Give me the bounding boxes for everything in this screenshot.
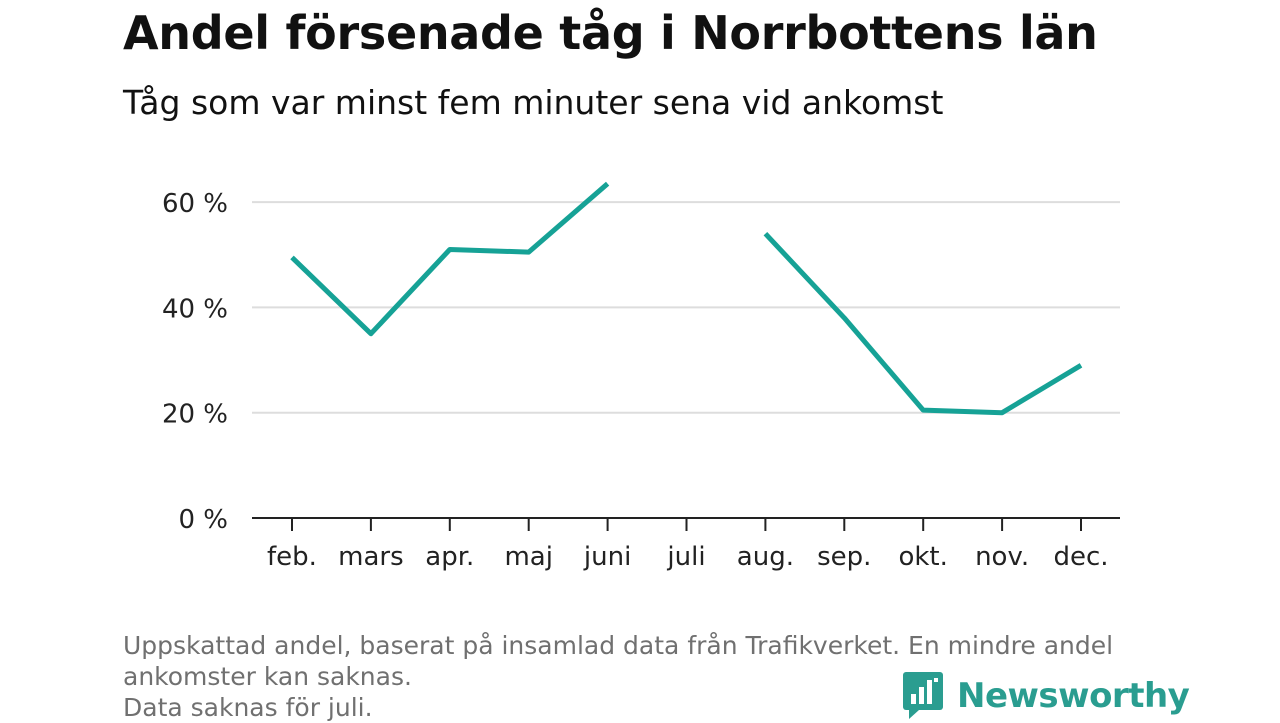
series-line-segment xyxy=(290,181,610,337)
x-tick-label: dec. xyxy=(1053,542,1108,572)
chart-footnote: Uppskattad andel, baserat på insamlad da… xyxy=(123,630,1163,723)
brand-name: Newsworthy xyxy=(957,676,1190,716)
y-tick-label: 20 % xyxy=(162,400,228,430)
x-tick-label: apr. xyxy=(425,542,474,572)
footnote-line-1: Uppskattad andel, baserat på insamlad da… xyxy=(123,631,1114,660)
line-chart: 0 % 20 % 40 % 60 % feb. mars apr. maj juni juli a… xyxy=(162,181,1120,572)
x-tick-label: aug. xyxy=(737,542,794,572)
x-tick-label: nov. xyxy=(975,542,1029,572)
chart-title: Andel försenade tåg i Norrbottens län xyxy=(123,6,1098,60)
x-tick-label: juli xyxy=(666,542,705,572)
footnote-line-2: ankomster kan saknas. xyxy=(123,662,412,691)
x-tick-label: okt. xyxy=(898,542,947,572)
chart-subtitle: Tåg som var minst fem minuter sena vid a… xyxy=(123,83,944,122)
x-tick-label: sep. xyxy=(817,542,871,572)
y-tick-label: 0 % xyxy=(178,505,228,535)
x-tick-label: juni xyxy=(583,542,631,572)
x-tick-label: feb. xyxy=(267,542,317,572)
series-line-segment xyxy=(763,231,1083,416)
y-tick-label: 60 % xyxy=(162,189,228,219)
y-tick-label: 40 % xyxy=(162,294,228,324)
x-tick-label: maj xyxy=(504,542,552,572)
footnote-line-3: Data saknas för juli. xyxy=(123,693,373,722)
newsworthy-logo-icon xyxy=(903,672,943,719)
x-tick-label: mars xyxy=(338,542,404,572)
newsworthy-logo: Newsworthy xyxy=(903,672,1190,720)
